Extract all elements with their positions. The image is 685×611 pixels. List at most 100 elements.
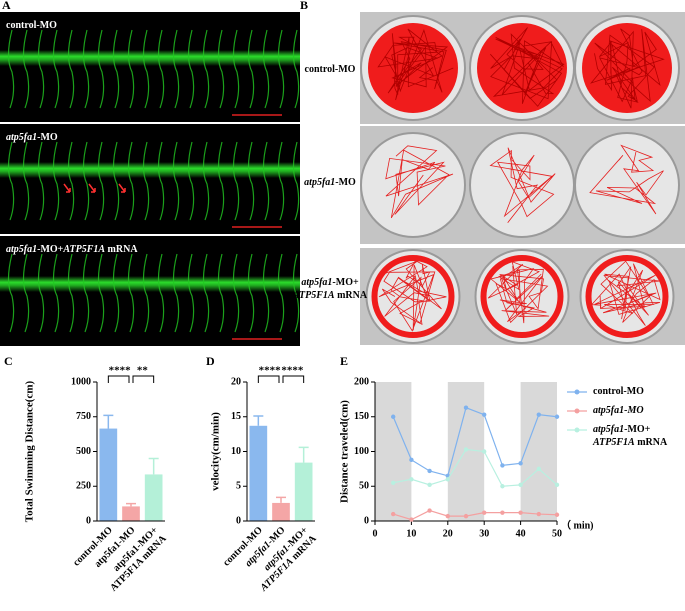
track bbox=[378, 260, 447, 332]
y-tick-label: 500 bbox=[76, 446, 91, 457]
point bbox=[482, 412, 487, 417]
myotome bbox=[157, 29, 165, 109]
error-bar bbox=[253, 415, 264, 426]
label-part: ATP5F1A bbox=[292, 290, 335, 301]
label-part: ATP5F1A bbox=[62, 244, 105, 255]
point bbox=[445, 477, 450, 482]
point bbox=[391, 414, 396, 419]
myotome bbox=[67, 29, 75, 109]
label-part: control-MO bbox=[6, 20, 57, 31]
myotome bbox=[67, 253, 75, 333]
myotome bbox=[247, 29, 255, 109]
point bbox=[536, 412, 541, 417]
myotome bbox=[142, 253, 150, 333]
label-part: ATP5F1A bbox=[592, 437, 635, 448]
myotome bbox=[232, 141, 240, 221]
track bbox=[490, 27, 565, 107]
myotome bbox=[52, 141, 60, 221]
y-tick-label: 1000 bbox=[71, 376, 91, 387]
row-label: atp5fa1-MO bbox=[6, 132, 58, 143]
well bbox=[579, 249, 675, 344]
myotome bbox=[262, 141, 270, 221]
spine bbox=[0, 276, 300, 292]
label-part: atp5fa1 bbox=[6, 244, 37, 255]
point bbox=[391, 511, 396, 517]
legend-marker bbox=[574, 389, 580, 395]
myotome bbox=[22, 253, 30, 333]
row-label: atp5fa1-MO+ bbox=[301, 277, 359, 288]
y-tick-label: 10 bbox=[231, 446, 241, 457]
legend-label: atp5fa1-MO+ bbox=[593, 424, 651, 435]
myotome bbox=[232, 253, 240, 333]
point bbox=[536, 511, 541, 517]
sig-bracket bbox=[107, 375, 130, 383]
myotome bbox=[277, 29, 285, 109]
track-ring bbox=[371, 255, 455, 338]
myotome bbox=[7, 253, 15, 333]
row-label: control-MO bbox=[6, 20, 57, 31]
error-bar bbox=[148, 457, 159, 475]
myotome bbox=[82, 141, 90, 221]
well bbox=[360, 132, 466, 238]
sig-bracket bbox=[132, 375, 155, 383]
track bbox=[377, 28, 454, 101]
well bbox=[469, 132, 575, 238]
bar bbox=[99, 428, 118, 521]
myotome bbox=[292, 141, 300, 221]
myotome bbox=[142, 141, 150, 221]
y-tick-label: 200 bbox=[354, 376, 369, 387]
y-axis-label: Distance traveled(cm) bbox=[339, 400, 351, 503]
y-tick-label: 20 bbox=[231, 376, 241, 387]
series-line bbox=[393, 509, 558, 521]
myotome bbox=[277, 141, 285, 221]
y-tick-label: 0 bbox=[364, 515, 369, 526]
myotome bbox=[187, 141, 195, 221]
myotome bbox=[127, 253, 135, 333]
myotome bbox=[202, 29, 210, 109]
error-bar bbox=[126, 502, 136, 507]
myotome bbox=[97, 253, 105, 333]
panel-label: A bbox=[2, 0, 11, 12]
y-tick-label: 15 bbox=[231, 411, 241, 422]
myotome bbox=[112, 141, 120, 221]
bar bbox=[122, 506, 140, 521]
well bbox=[474, 249, 570, 344]
point bbox=[482, 510, 487, 515]
y-tick-label: 0 bbox=[86, 515, 91, 526]
myotome bbox=[7, 29, 15, 109]
arrow bbox=[88, 183, 96, 193]
label-part: mRNA bbox=[635, 437, 668, 448]
label-part: mRNA bbox=[105, 244, 138, 255]
point bbox=[463, 513, 469, 519]
y-tick-label: 750 bbox=[76, 411, 91, 422]
point bbox=[391, 480, 396, 485]
x-axis-label: （ min) bbox=[561, 518, 594, 531]
x-tick-label: 50 bbox=[552, 528, 562, 539]
label-part: atp5fa1 bbox=[593, 424, 624, 435]
myotome bbox=[187, 29, 195, 109]
track bbox=[489, 147, 556, 223]
point bbox=[427, 468, 432, 474]
myotome bbox=[142, 29, 150, 109]
myotome bbox=[37, 29, 45, 109]
x-tick-label: 30 bbox=[479, 528, 489, 539]
x-tick-label: 40 bbox=[516, 528, 526, 539]
bar bbox=[249, 425, 268, 521]
myotome bbox=[172, 253, 180, 333]
x-tick-label: 0 bbox=[373, 528, 378, 539]
point bbox=[463, 405, 469, 410]
myotome bbox=[52, 29, 60, 109]
label-part: control-MO bbox=[593, 386, 644, 397]
myotome bbox=[82, 29, 90, 109]
panel-label: C bbox=[4, 354, 13, 368]
point bbox=[518, 461, 523, 466]
label-part: -MO bbox=[37, 132, 58, 143]
label-part: -MO bbox=[335, 177, 356, 188]
myotome bbox=[97, 141, 105, 221]
myotome bbox=[7, 141, 15, 221]
track bbox=[487, 261, 550, 324]
panel-label: E bbox=[340, 354, 348, 368]
label-part: atp5fa1-MO bbox=[593, 405, 644, 416]
sig-label: ** bbox=[137, 365, 149, 377]
